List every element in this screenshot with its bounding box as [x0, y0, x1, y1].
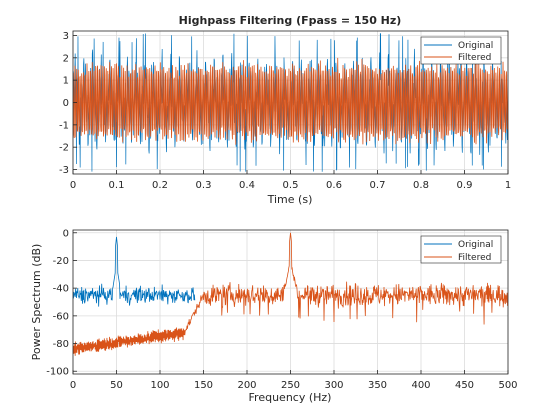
time-series-lines [73, 33, 508, 172]
spectrum-line-filtered [73, 232, 508, 356]
y-tick-label: -80 [53, 339, 69, 350]
x-tick-label: 0.9 [457, 180, 473, 191]
x-tick-label: 0 [70, 180, 76, 191]
spectrum-lines [73, 232, 508, 356]
x-tick-label: 0.1 [109, 180, 125, 191]
time-legend-original: Original [458, 41, 493, 51]
y-tick-label: -1 [59, 120, 69, 131]
spectrum-legend-filtered: Filtered [458, 253, 491, 263]
spectrum-x-axis-label: Frequency (Hz) [249, 391, 332, 404]
x-tick-label: 200 [237, 380, 256, 391]
x-tick-label: 400 [411, 380, 430, 391]
x-tick-label: 1 [505, 180, 511, 191]
x-tick-label: 0.4 [239, 180, 255, 191]
x-tick-label: 300 [324, 380, 343, 391]
x-tick-label: 450 [455, 380, 474, 391]
x-tick-label: 150 [194, 380, 213, 391]
x-tick-label: 100 [150, 380, 169, 391]
x-tick-label: 0.5 [283, 180, 299, 191]
spectrum-legend: Original Filtered [420, 235, 502, 264]
y-tick-label: -60 [53, 311, 69, 322]
y-tick-label: -100 [46, 367, 69, 378]
y-tick-label: -40 [53, 284, 69, 295]
time-domain-chart: 0 0.1 0.2 0.3 0.4 0.5 0.6 0.7 0.8 0.9 1 -3 -2 -1 0 1 2 3… [59, 14, 511, 206]
x-tick-label: 0.6 [326, 180, 342, 191]
x-tick-label: 250 [281, 380, 300, 391]
y-tick-label: 3 [63, 31, 69, 42]
x-tick-label: 350 [368, 380, 387, 391]
x-tick-label: 0.2 [152, 180, 168, 191]
spectrum-chart: 0 50 100 150 200 250 300 350 400 450 500 -100 -80 -6… [30, 228, 518, 404]
y-tick-label: 1 [63, 76, 69, 87]
spectrum-line-original [73, 236, 196, 307]
y-tick-label: -2 [59, 143, 69, 154]
x-tick-label: 50 [110, 380, 123, 391]
spectrum-y-axis-label: Power Spectrum (dB) [30, 244, 43, 361]
spectrum-legend-original: Original [458, 240, 493, 250]
x-tick-label: 0 [70, 380, 76, 391]
y-tick-label: -3 [59, 165, 69, 176]
time-x-axis-label: Time (s) [267, 193, 313, 206]
y-tick-label: 0 [63, 98, 69, 109]
x-tick-label: 0.7 [370, 180, 386, 191]
time-legend: Original Filtered [420, 36, 502, 65]
x-tick-label: 0.3 [196, 180, 212, 191]
series-line-filtered [73, 57, 508, 145]
y-tick-label: 2 [63, 53, 69, 64]
x-tick-label: 500 [498, 380, 517, 391]
time-legend-filtered: Filtered [458, 53, 491, 63]
y-tick-label: 0 [63, 228, 69, 239]
y-tick-label: -20 [53, 256, 69, 267]
x-tick-label: 0.8 [413, 180, 429, 191]
chart-title: Highpass Filtering (Fpass = 150 Hz) [179, 14, 402, 27]
